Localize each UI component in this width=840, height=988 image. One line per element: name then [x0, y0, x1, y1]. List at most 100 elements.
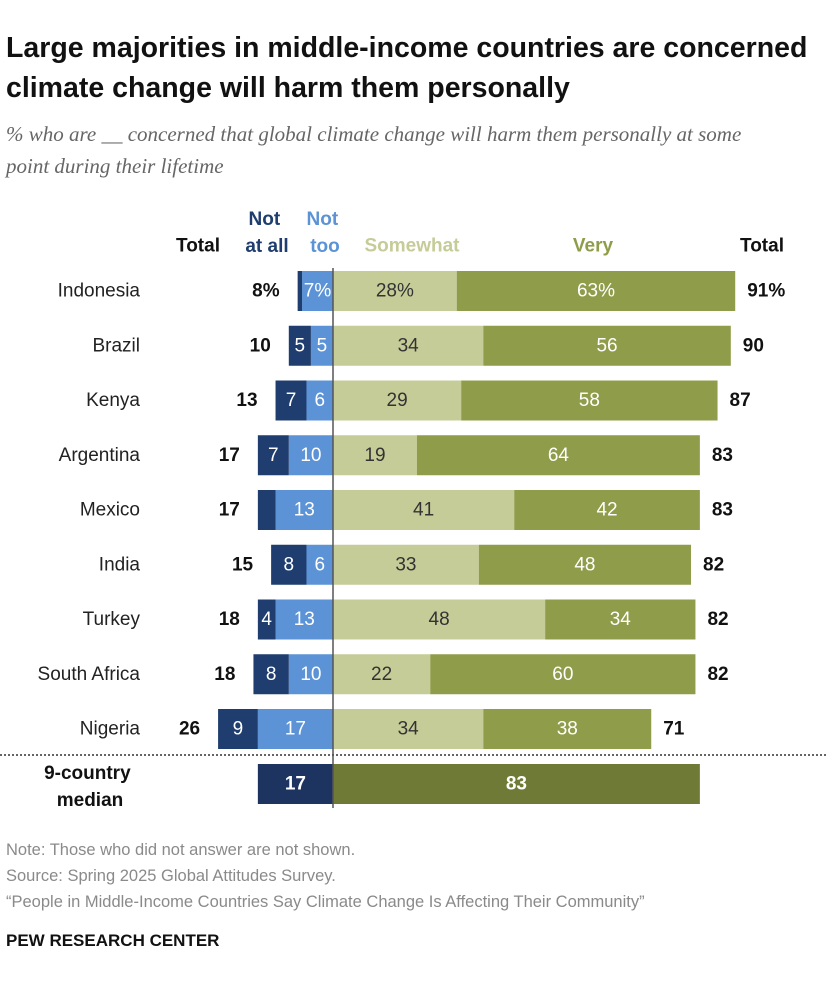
bar-segment: [333, 544, 479, 585]
bar-segment: [456, 271, 736, 311]
bar-segment: [275, 490, 333, 530]
total-label: 17: [219, 500, 240, 521]
total-label: 90: [743, 335, 764, 356]
segment-label: 17: [285, 719, 306, 740]
category-label: Nigeria: [80, 719, 141, 740]
segment-label: 6: [314, 554, 325, 575]
bar-segment: [257, 709, 333, 749]
total-label: 91%: [747, 281, 785, 302]
segment-label: 9: [233, 719, 244, 740]
segment-label: 10: [300, 445, 321, 466]
bar-segment: [545, 599, 696, 640]
segment-label: 5: [295, 335, 306, 356]
segment-label: 29: [387, 390, 408, 411]
total-label: 18: [219, 609, 240, 630]
segment-label: 7: [268, 445, 279, 466]
segment-label: 56: [596, 335, 617, 356]
bar-segment: [310, 325, 333, 366]
bar-segment: [218, 709, 258, 749]
total-label: 87: [730, 390, 751, 411]
bar-segment: [306, 544, 333, 585]
segment-label: 7%: [304, 281, 332, 302]
bar-segment: [288, 325, 311, 366]
total-label: 82: [707, 664, 728, 685]
category-label: Brazil: [92, 335, 140, 356]
total-label: 82: [703, 554, 724, 575]
segment-label: 41: [413, 500, 434, 521]
segment-label: 10: [300, 664, 321, 685]
bar-segment: [333, 271, 457, 311]
segment-label: 60: [552, 664, 573, 685]
bar-segment: [297, 271, 303, 311]
bar-segment: [478, 544, 692, 585]
segment-label: 42: [596, 500, 617, 521]
segment-label: 19: [364, 445, 385, 466]
note: Source: Spring 2025 Global Attitudes Sur…: [6, 867, 336, 885]
median-label: 9-country median: [44, 763, 136, 811]
bar-segment: [333, 435, 417, 476]
brand: PEW RESEARCH CENTER: [6, 931, 220, 950]
chart-title: Large majorities in middle-income countr…: [6, 32, 808, 104]
note: Note: Those who did not answer are not s…: [6, 841, 356, 859]
bar-segment: [333, 325, 484, 366]
bar-segment: [257, 490, 276, 530]
bar-segment: [514, 490, 700, 530]
note: “People in Middle-Income Countries Say C…: [6, 893, 645, 911]
segment-label: 34: [610, 609, 632, 630]
segment-label: 22: [371, 664, 392, 685]
bar-segment: [275, 380, 307, 421]
bar-segment: [257, 435, 289, 476]
bar-segment: [333, 490, 515, 530]
bar-segment: [306, 380, 333, 421]
bar-segment: [483, 325, 731, 366]
legend-header: Not too: [307, 209, 344, 257]
segment-label: 13: [294, 609, 315, 630]
segment-label: 4: [261, 609, 272, 630]
category-label: Mexico: [80, 500, 140, 521]
segment-label: 38: [557, 719, 578, 740]
category-label: India: [99, 554, 141, 575]
median-bar: [257, 764, 333, 804]
chart-subtitle: % who are __ concerned that global clima…: [6, 122, 742, 178]
segment-label: 58: [579, 390, 600, 411]
median-value: 17: [285, 774, 306, 795]
segment-label: 13: [294, 500, 315, 521]
segment-label: 6: [314, 390, 325, 411]
legend-header: Not at all: [245, 209, 288, 257]
segment-label: 28%: [376, 281, 414, 302]
bar-segment: [333, 599, 546, 640]
total-label: 71: [663, 719, 685, 740]
bar-segment: [275, 599, 333, 640]
bar-segment: [483, 709, 652, 749]
bar-segment: [333, 654, 431, 695]
segment-label: 8: [284, 554, 295, 575]
median-bar: [333, 764, 700, 804]
total-header: Total: [176, 236, 220, 257]
total-label: 26: [179, 719, 200, 740]
total-label: 17: [219, 445, 240, 466]
total-label: 18: [214, 664, 235, 685]
total-label: 83: [712, 445, 733, 466]
total-label: 15: [232, 554, 254, 575]
segment-label: 5: [317, 335, 328, 356]
total-label: 10: [250, 335, 271, 356]
total-label: 83: [712, 500, 733, 521]
segment-label: 33: [395, 554, 416, 575]
bar-segment: [333, 380, 462, 421]
segment-label: 63%: [577, 281, 615, 302]
segment-label: 48: [429, 609, 450, 630]
segment-label: 34: [398, 335, 420, 356]
segment-label: 8: [266, 664, 277, 685]
total-header: Total: [740, 236, 784, 257]
total-label: 13: [236, 390, 257, 411]
category-label: Indonesia: [58, 281, 141, 302]
median-value: 83: [506, 774, 527, 795]
bar-segment: [430, 654, 696, 695]
bar-segment: [416, 435, 700, 476]
segment-label: 7: [286, 390, 297, 411]
bar-segment: [288, 654, 333, 695]
total-label: 8%: [252, 281, 280, 302]
legend-header: Very: [573, 236, 614, 257]
